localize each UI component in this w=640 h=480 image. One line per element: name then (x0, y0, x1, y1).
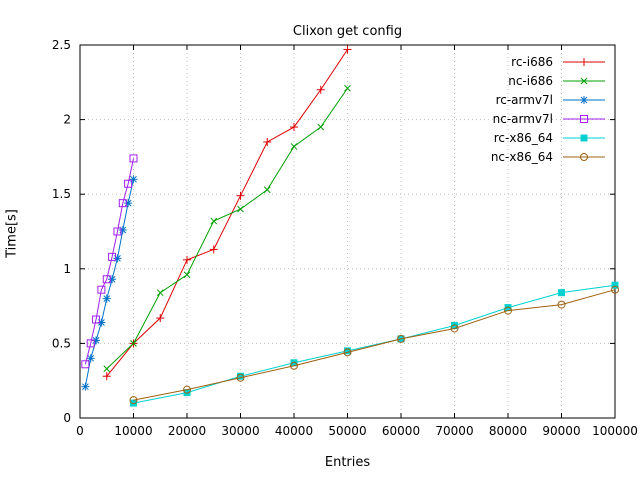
x-axis-label: Entries (324, 455, 371, 470)
legend-label: rc-i686 (511, 55, 553, 69)
legend-label: rc-armv7l (496, 93, 553, 107)
x-tick-label: 80000 (489, 424, 527, 438)
legend-entry-nc-i686: nc-i686 (508, 74, 605, 88)
legend-label: nc-x86_64 (491, 150, 553, 164)
legend-label: rc-x86_64 (494, 131, 553, 145)
x-tick-label: 100000 (592, 424, 638, 438)
y-tick-label: 1 (63, 262, 71, 276)
x-tick-label: 40000 (275, 424, 313, 438)
y-tick-label: 0.5 (52, 336, 71, 350)
legend-label: nc-i686 (508, 74, 553, 88)
axis-ticks: 0 10000 20000 30000 40000 50000 60000 70000 8000… (52, 38, 638, 438)
legend-entry-rc-armv7l: rc-armv7l (496, 93, 605, 107)
y-tick-label: 2.5 (52, 38, 71, 52)
x-tick-label: 30000 (221, 424, 259, 438)
series-rc-x86_64 (130, 281, 619, 407)
x-tick-label: 20000 (168, 424, 206, 438)
legend: rc-i686 nc-i686 rc-armv7l nc-armv7l rc-x86_6… (491, 55, 605, 164)
chart-title: Clixon get config (292, 24, 403, 39)
x-tick-label: 60000 (382, 424, 420, 438)
x-tick-label: 90000 (542, 424, 580, 438)
legend-entry-rc-i686: rc-i686 (511, 55, 605, 69)
y-tick-label: 0 (63, 411, 71, 425)
series-nc-i686 (103, 84, 351, 373)
x-tick-label: 50000 (328, 424, 366, 438)
series-nc-armv7l (81, 154, 138, 369)
x-tick-label: 0 (76, 424, 84, 438)
legend-entry-rc-x86_64: rc-x86_64 (494, 131, 605, 145)
series-rc-i686 (102, 45, 352, 381)
legend-entry-nc-x86_64: nc-x86_64 (491, 150, 605, 164)
y-tick-label: 1.5 (52, 187, 71, 201)
y-tick-label: 2 (63, 113, 71, 127)
series-rc-armv7l (81, 175, 138, 391)
x-tick-label: 10000 (114, 424, 152, 438)
series-nc-x86_64 (129, 285, 619, 405)
legend-label: nc-armv7l (493, 112, 553, 126)
legend-entry-nc-armv7l: nc-armv7l (493, 112, 605, 126)
x-tick-label: 70000 (435, 424, 473, 438)
